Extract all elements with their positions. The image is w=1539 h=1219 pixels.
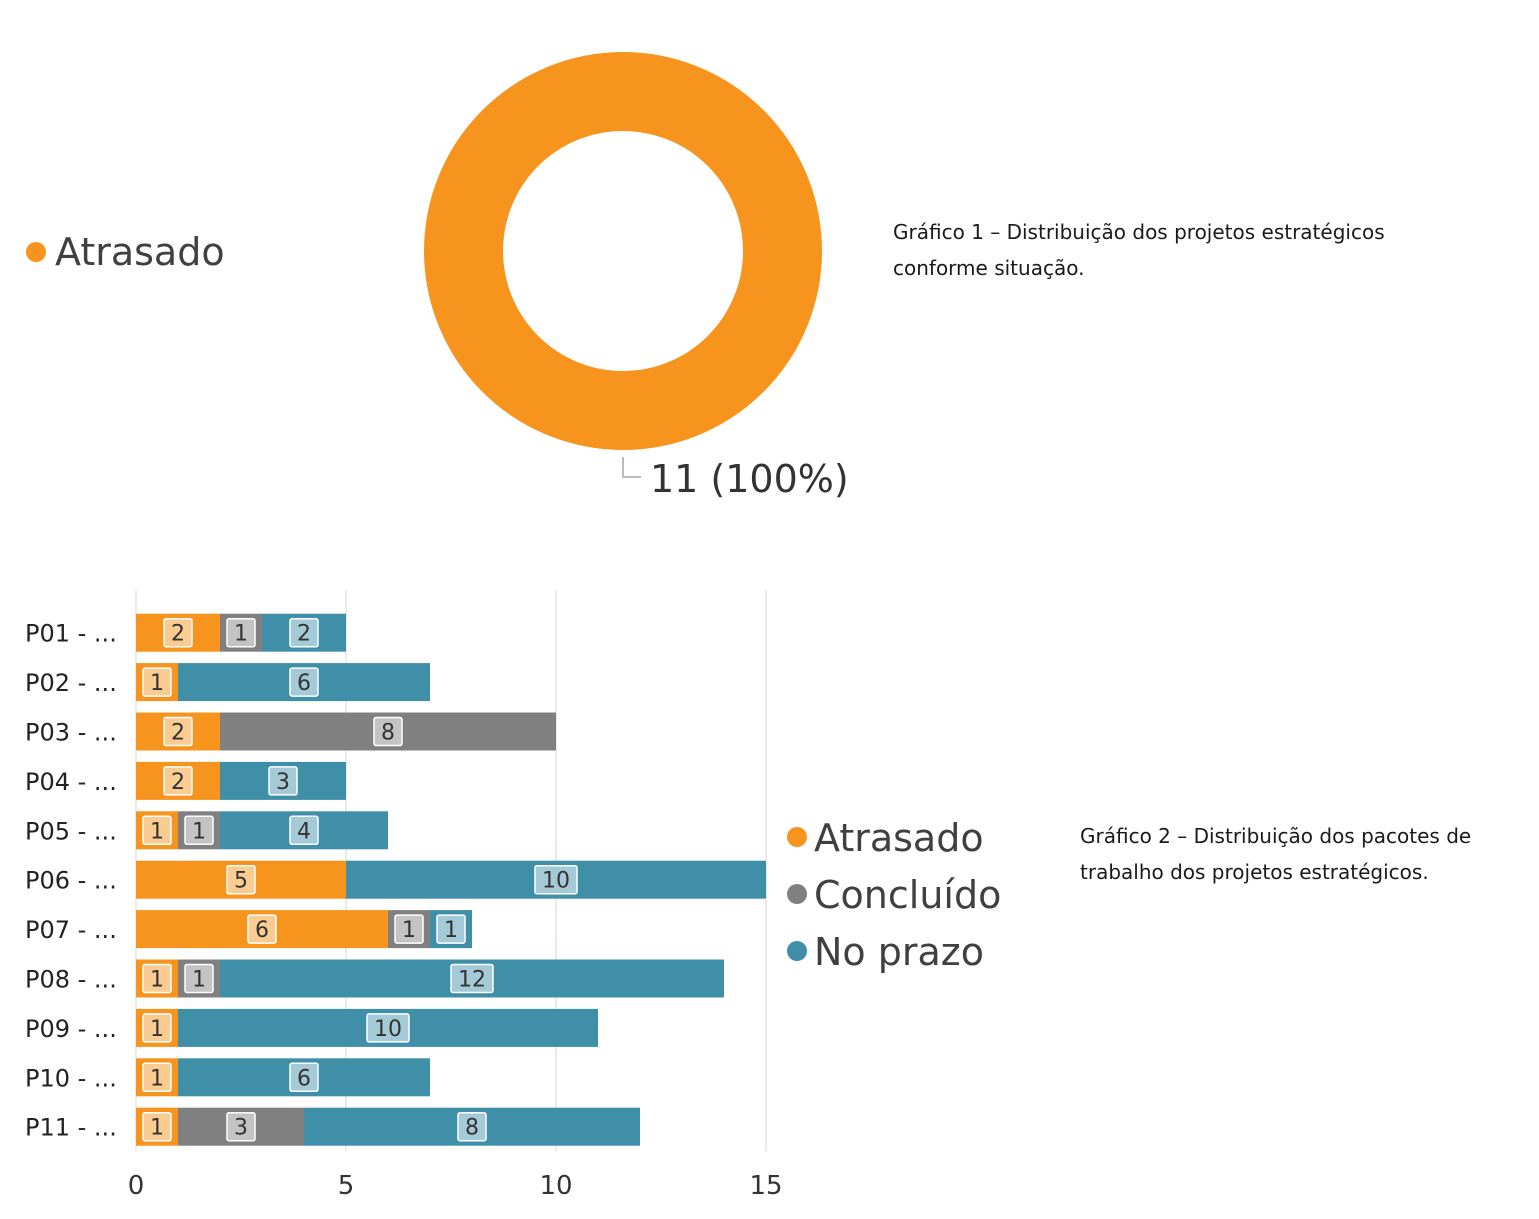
legend-label: Atrasado — [55, 230, 225, 274]
y-category-label: P06 - ... — [25, 867, 117, 895]
data-label-box — [366, 1013, 410, 1043]
data-label: 1 — [150, 819, 164, 844]
data-label-box — [268, 766, 298, 796]
data-label: 2 — [171, 770, 185, 795]
chart2-caption-line-1: Gráfico 2 – Distribuição dos pacotes de — [1080, 824, 1472, 848]
data-label-box — [226, 864, 256, 895]
data-label-box — [436, 914, 466, 944]
y-category-label: P10 - ... — [25, 1064, 117, 1092]
data-label-box — [142, 1111, 172, 1142]
legend-marker — [787, 884, 807, 904]
chart1-caption-line-1: Gráfico 1 – Distribuição dos projetos es… — [893, 220, 1385, 244]
data-label: 2 — [171, 622, 185, 647]
bar-legend: Atrasado Concluído No prazo — [787, 816, 1001, 974]
data-label-box — [142, 1013, 172, 1043]
data-label: 1 — [402, 918, 416, 943]
y-axis-labels: P01 - ... P02 - ... P03 - ... P04 - ... P05 … — [25, 620, 117, 1142]
data-label: 8 — [381, 721, 395, 746]
data-label-box — [163, 716, 193, 747]
data-label: 1 — [192, 819, 206, 844]
data-label: 2 — [171, 721, 185, 746]
data-label: 1 — [192, 968, 206, 993]
donut-chart: 11 (100%) Atrasado — [26, 52, 849, 501]
data-label-box — [226, 617, 256, 648]
data-label: 3 — [276, 770, 290, 795]
data-label-box — [142, 667, 172, 697]
data-label: 12 — [458, 968, 486, 993]
data-label-box — [289, 1062, 319, 1093]
data-label: 1 — [150, 1017, 164, 1042]
data-label: 1 — [150, 1116, 164, 1141]
legend-marker — [26, 242, 46, 262]
donut-leader-line — [622, 457, 641, 478]
data-label: 1 — [150, 671, 164, 696]
y-category-label: P02 - ... — [25, 669, 117, 697]
x-tick-label: 5 — [338, 1171, 355, 1201]
legend-marker — [787, 827, 807, 847]
data-label-box — [394, 914, 424, 944]
data-label-box — [163, 766, 193, 796]
legend-label: Concluído — [814, 873, 1001, 917]
data-label-box — [289, 667, 319, 697]
data-label: 6 — [255, 918, 269, 943]
data-label-box — [184, 963, 214, 994]
y-category-label: P11 - ... — [25, 1114, 117, 1142]
data-label-box — [142, 963, 172, 994]
data-label: 6 — [297, 671, 311, 696]
data-label: 6 — [297, 1066, 311, 1091]
y-category-label: P01 - ... — [25, 620, 117, 648]
data-label-box — [142, 815, 172, 846]
chart2-caption-line-2: trabalho dos projetos estratégicos. — [1080, 860, 1429, 884]
y-category-label: P03 - ... — [25, 719, 117, 747]
data-label: 5 — [234, 869, 248, 894]
data-label-box — [373, 716, 403, 747]
donut-data-label: 11 (100%) — [650, 457, 849, 501]
data-label-box — [247, 914, 277, 944]
data-label: 4 — [297, 819, 311, 844]
y-category-label: P05 - ... — [25, 817, 117, 845]
data-label-box — [289, 617, 319, 648]
x-axis-labels: 0 5 10 15 — [128, 1171, 783, 1201]
data-label: 1 — [444, 918, 458, 943]
data-label: 1 — [150, 968, 164, 993]
data-label: 10 — [542, 869, 570, 894]
data-label: 1 — [150, 1066, 164, 1091]
legend-label: No prazo — [814, 930, 984, 974]
donut-slice — [424, 52, 822, 450]
data-label: 1 — [234, 622, 248, 647]
x-tick-label: 10 — [539, 1171, 572, 1201]
bar-data-labels: 2 1 21 62 82 31 1 45 106 1 11 1 121 101 61 3 8 — [142, 617, 578, 1142]
chart1-caption: Gráfico 1 – Distribuição dos projetos es… — [893, 214, 1453, 286]
data-label-box — [457, 1111, 487, 1142]
chart1-caption-line-2: conforme situação. — [893, 256, 1085, 280]
y-category-label: P04 - ... — [25, 768, 117, 796]
legend-marker — [787, 941, 807, 961]
data-label: 8 — [465, 1116, 479, 1141]
data-label: 3 — [234, 1116, 248, 1141]
data-label-box — [534, 864, 578, 895]
x-tick-label: 0 — [128, 1171, 145, 1201]
data-label-box — [226, 1111, 256, 1142]
y-category-label: P08 - ... — [25, 966, 117, 994]
x-tick-label: 15 — [749, 1171, 782, 1201]
legend-label: Atrasado — [814, 816, 984, 860]
data-label-box — [450, 963, 494, 994]
data-label-box — [142, 1062, 172, 1093]
chart2-caption: Gráfico 2 – Distribuição dos pacotes de … — [1080, 818, 1535, 890]
y-category-label: P09 - ... — [25, 1015, 117, 1043]
data-label-box — [163, 617, 193, 648]
data-label: 10 — [374, 1017, 402, 1042]
y-category-label: P07 - ... — [25, 916, 117, 944]
data-label-box — [289, 815, 319, 846]
stacked-bar-chart: 2 1 21 62 82 31 1 45 106 1 11 1 121 101 61 3 8 P01 - ...… — [25, 590, 1001, 1201]
data-label-box — [184, 815, 214, 846]
data-label: 2 — [297, 622, 311, 647]
